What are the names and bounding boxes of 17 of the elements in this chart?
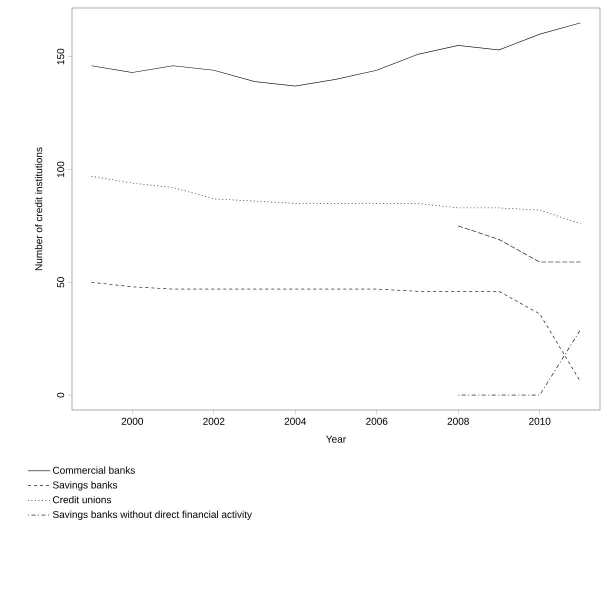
y-tick-label: 50: [57, 277, 64, 288]
line-series: [91, 22, 581, 86]
x-axis-title: Year: [326, 436, 346, 443]
x-tick-label: 2000: [122, 418, 144, 425]
y-tick-label: 100: [57, 162, 64, 178]
legend-label: Commercial banks: [52, 466, 135, 474]
y-tick-label: 0: [57, 392, 64, 398]
x-tick-label: 2008: [448, 418, 469, 425]
x-tick-label: 2006: [366, 418, 388, 425]
x-tick-label: 2002: [203, 418, 224, 425]
x-tick-label: 2010: [529, 418, 550, 425]
y-axis-title: Number of credit institutions: [34, 147, 42, 270]
x-tick-label: 2004: [284, 418, 306, 425]
legend-label: Savings banks: [52, 481, 118, 491]
legend-label: Credit unions: [52, 496, 112, 504]
legend-label: Savings banks without direct financial activity: [52, 510, 252, 520]
y-tick-label: 150: [57, 48, 64, 64]
